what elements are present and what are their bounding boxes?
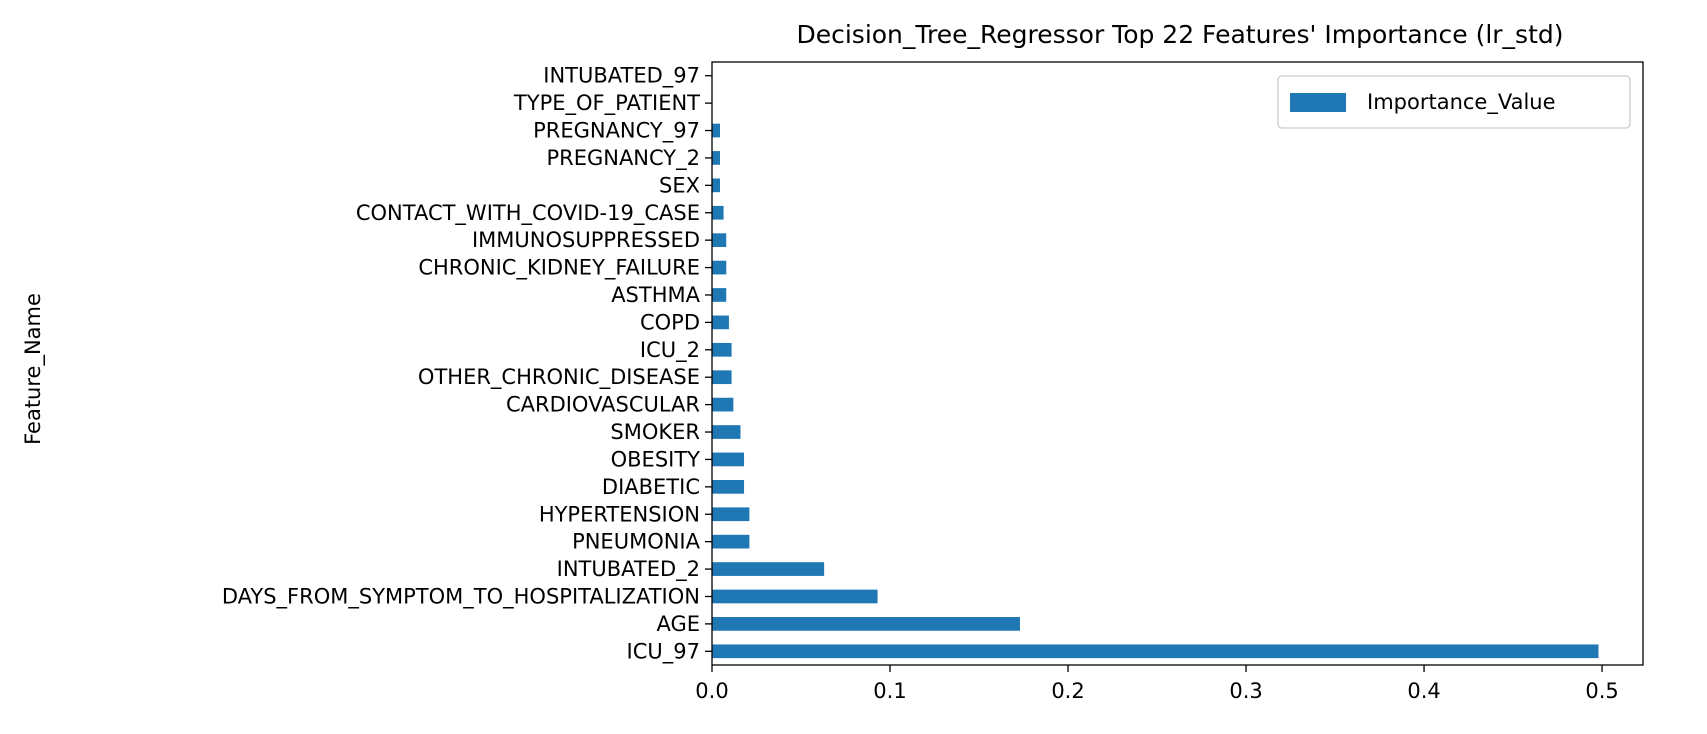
y-tick-label: PREGNANCY_2 — [546, 146, 700, 171]
y-tick-label: INTUBATED_97 — [543, 64, 700, 89]
x-tick-label: 0.1 — [873, 679, 906, 703]
bar-asthma — [712, 288, 727, 302]
bar-immunosuppressed — [712, 233, 727, 248]
y-tick-label: IMMUNOSUPPRESSED — [472, 228, 700, 252]
y-tick-label: SMOKER — [610, 420, 700, 444]
y-tick-label: ICU_2 — [640, 338, 700, 363]
legend-label: Importance_Value — [1367, 90, 1556, 115]
bar-icu-97 — [712, 644, 1599, 659]
y-tick-label: CHRONIC_KIDNEY_FAILURE — [418, 256, 700, 281]
x-tick-label: 0.2 — [1051, 679, 1084, 703]
y-tick-label: PNEUMONIA — [572, 530, 701, 554]
bar-cardiovascular — [712, 397, 734, 412]
bar-hypertension — [712, 507, 750, 522]
bar-pregnancy-2 — [712, 151, 721, 165]
legend-box — [1277, 75, 1631, 129]
bar-pregnancy-97 — [712, 123, 721, 138]
y-tick-label: COPD — [640, 310, 700, 334]
chart-title: Decision_Tree_Regressor Top 22 Features'… — [796, 20, 1563, 49]
y-tick-label: HYPERTENSION — [539, 502, 700, 526]
bar-intubated-2 — [712, 562, 825, 576]
bar-age — [712, 617, 1020, 631]
bar-copd — [712, 315, 729, 330]
y-tick-label: OBESITY — [611, 447, 701, 471]
x-tick-label: 0.4 — [1407, 679, 1440, 703]
x-ticks-group: 0.0 0.1 0.2 0.3 0.4 0.5 — [695, 665, 1619, 703]
legend: Importance_Value — [1277, 75, 1631, 129]
y-tick-label: PREGNANCY_97 — [533, 119, 700, 144]
plot-frame — [711, 61, 1644, 666]
bar-obesity — [712, 452, 745, 467]
bar-pneumonia — [712, 534, 750, 549]
y-tick-label: ICU_97 — [627, 639, 700, 664]
x-tick-label: 0.3 — [1229, 679, 1262, 703]
bar-contact-with-covid-19-case — [712, 205, 724, 220]
y-tick-label: DAYS_FROM_SYMPTOM_TO_HOSPITALIZATION — [222, 584, 700, 609]
y-tick-label: CARDIOVASCULAR — [506, 393, 700, 417]
y-tick-label: DIABETIC — [602, 475, 700, 499]
bar-smoker — [712, 425, 741, 439]
bar-diabetic — [712, 479, 745, 494]
bar-other-chronic-disease — [712, 370, 732, 385]
x-tick-label: 0.5 — [1585, 679, 1618, 703]
bar-icu-2 — [712, 342, 732, 357]
bar-chronic-kidney-failure — [712, 260, 727, 275]
bar-days-from-symptom-to-hospitalization — [712, 589, 878, 604]
y-ticks-group: ICU_97 AGE DAYS_FROM_SYMPTOM_TO_HOSPITALIZ… — [222, 64, 712, 664]
y-axis-label: Feature_Name — [21, 293, 46, 445]
y-tick-label: AGE — [656, 612, 700, 636]
y-tick-label: INTUBATED_2 — [557, 557, 700, 582]
bar-sex — [712, 178, 721, 193]
legend-swatch — [1290, 93, 1346, 112]
y-tick-label: CONTACT_WITH_COVID-19_CASE — [356, 201, 700, 226]
y-tick-label: SEX — [659, 173, 700, 197]
y-tick-label: ASTHMA — [611, 283, 700, 307]
y-tick-label: TYPE_OF_PATIENT — [513, 91, 700, 116]
bars-group — [712, 123, 1599, 659]
x-tick-label: 0.0 — [695, 679, 728, 703]
y-tick-label: OTHER_CHRONIC_DISEASE — [418, 365, 700, 390]
